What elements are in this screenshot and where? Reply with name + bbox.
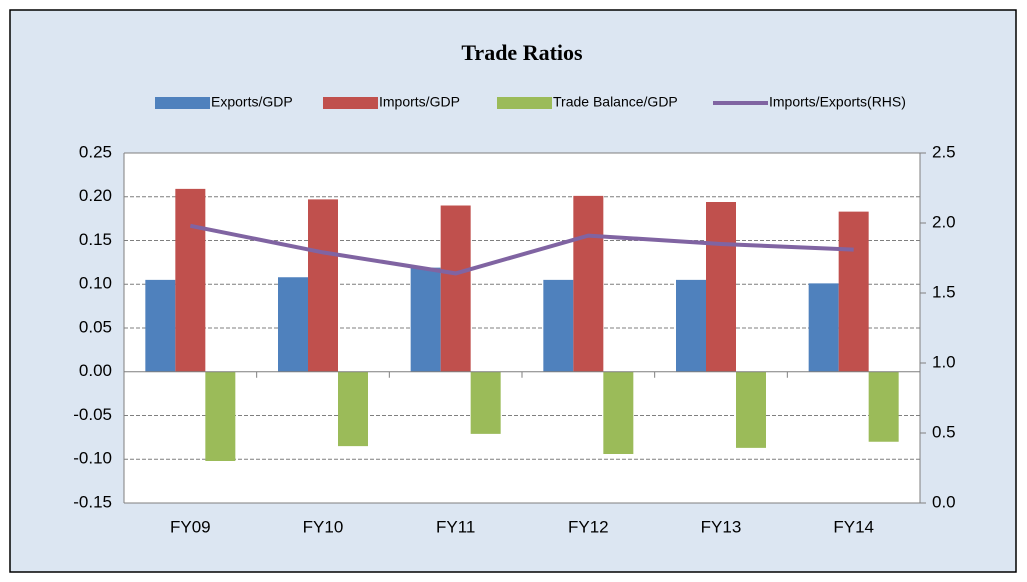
y2-tick-label: 1.5 — [932, 282, 956, 301]
bar — [808, 283, 839, 372]
legend-label: Imports/Exports(RHS) — [769, 94, 906, 110]
legend-label: Trade Balance/GDP — [553, 94, 678, 110]
y2-tick-label: 2.5 — [932, 142, 956, 161]
y-tick-label: 0.15 — [79, 230, 112, 249]
y-tick-label: 0.20 — [79, 186, 112, 205]
bar — [573, 195, 604, 372]
legend-swatch — [497, 97, 552, 109]
y2-tick-label: 0.5 — [932, 422, 956, 441]
y-tick-label: -0.05 — [73, 405, 112, 424]
bar — [676, 279, 706, 372]
x-tick-label: FY09 — [170, 517, 211, 536]
y2-tick-label: 0.0 — [932, 492, 956, 511]
bar — [603, 371, 634, 454]
x-tick-label: FY14 — [833, 517, 874, 536]
y-tick-label: -0.10 — [73, 449, 112, 468]
bar — [543, 279, 574, 372]
bar — [308, 199, 338, 372]
bar — [706, 202, 736, 372]
bar — [278, 277, 308, 372]
legend-swatch — [323, 97, 378, 109]
bar — [838, 211, 869, 372]
bar — [145, 279, 176, 372]
bar — [338, 371, 368, 447]
bar — [440, 205, 471, 372]
bar — [175, 188, 206, 372]
y-tick-label: 0.00 — [79, 361, 112, 380]
x-tick-label: FY13 — [701, 517, 742, 536]
y-tick-label: 0.05 — [79, 317, 112, 336]
bar — [736, 371, 766, 448]
y-tick-label: 0.25 — [79, 142, 112, 161]
x-tick-label: FY12 — [568, 517, 609, 536]
legend-swatch — [155, 97, 210, 109]
y2-tick-label: 2.0 — [932, 212, 956, 231]
x-tick-label: FY11 — [436, 517, 475, 536]
legend-label: Imports/GDP — [379, 94, 460, 110]
y-tick-label: 0.10 — [79, 274, 112, 293]
y2-tick-label: 1.0 — [932, 352, 956, 371]
bar — [410, 267, 441, 372]
chart-title: Trade Ratios — [461, 40, 583, 65]
bar — [868, 371, 899, 442]
line — [189, 223, 854, 276]
legend-label: Exports/GDP — [211, 94, 293, 110]
bar — [470, 371, 501, 434]
bar — [205, 371, 236, 461]
y-tick-label: -0.15 — [73, 492, 112, 511]
x-tick-label: FY10 — [303, 517, 344, 536]
